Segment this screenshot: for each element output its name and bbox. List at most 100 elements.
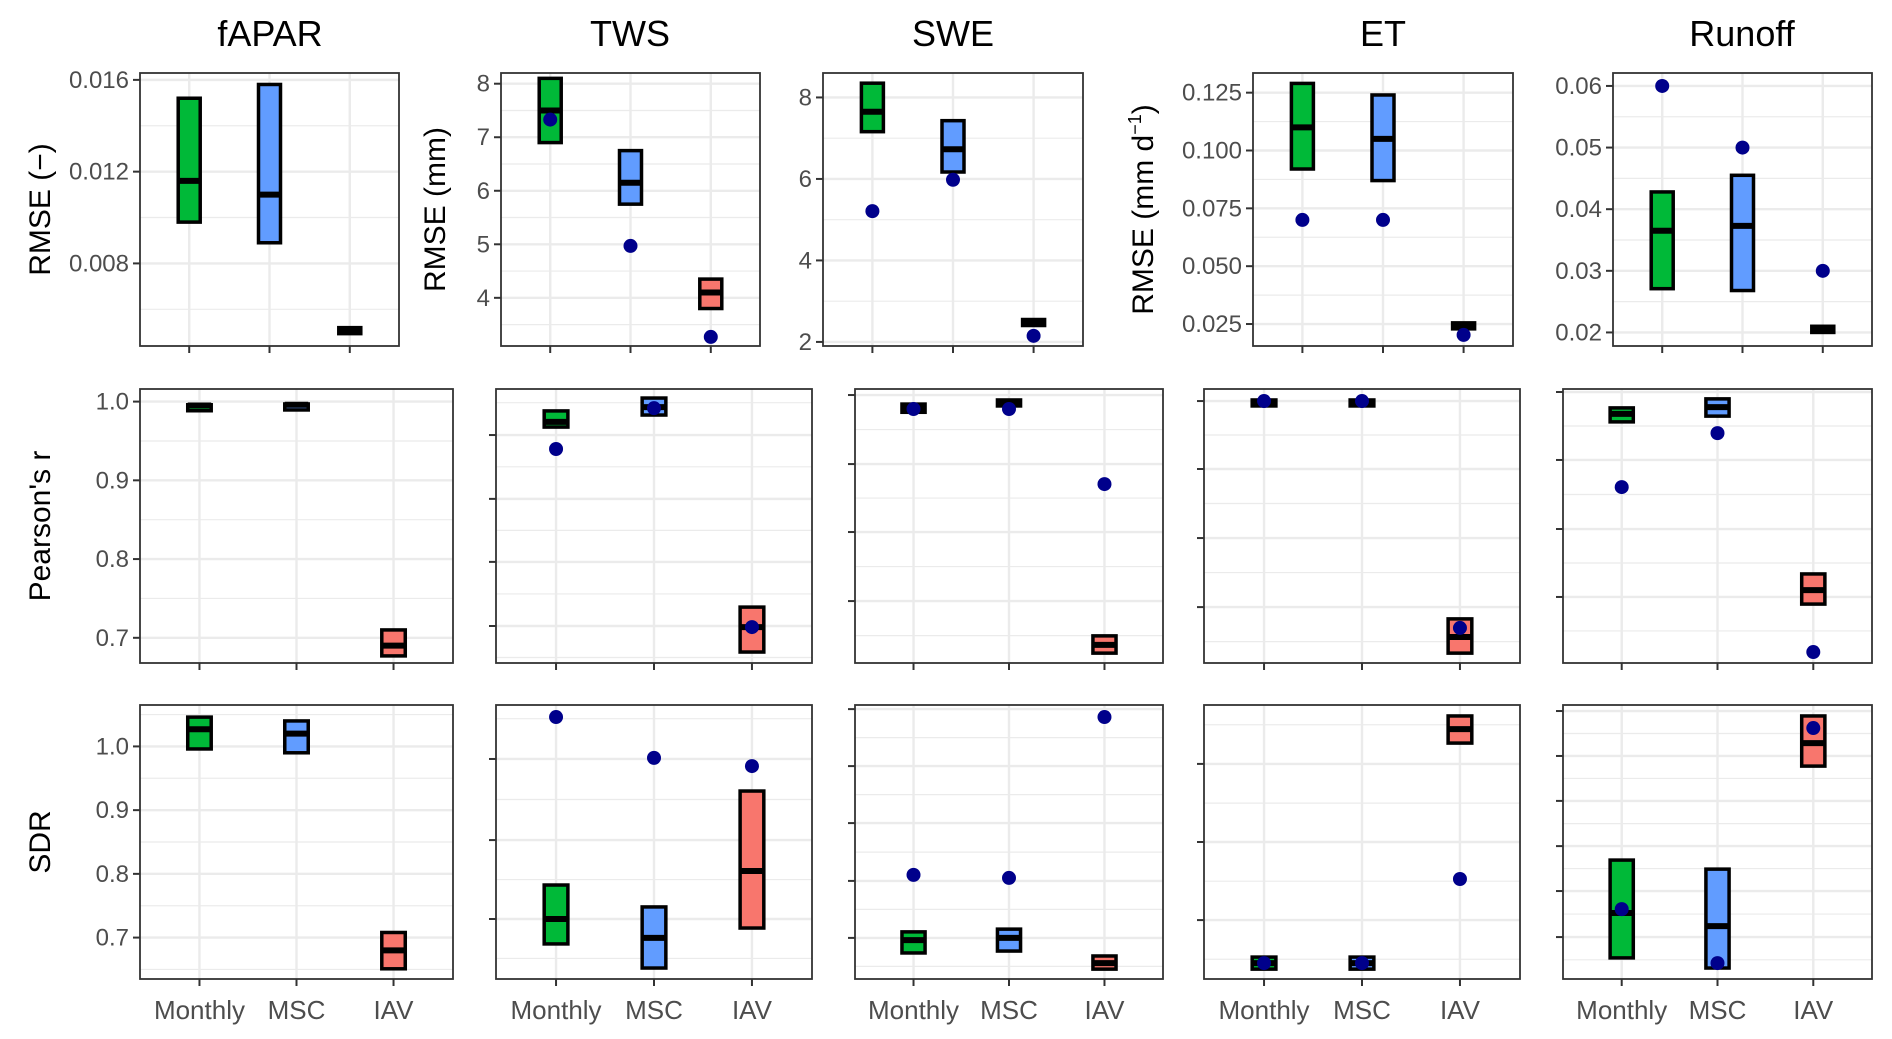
- range-box-iav: [738, 789, 766, 930]
- reference-point-iav: [1097, 710, 1112, 725]
- panel-border: [1612, 72, 1873, 347]
- range-box-monthly: [185, 715, 213, 751]
- panel-border: [139, 72, 400, 347]
- y-tick-label: 8: [799, 84, 812, 111]
- panel-border: [495, 704, 813, 980]
- range-box-monthly: [176, 96, 202, 224]
- x-tick-label-iav: IAV: [374, 995, 415, 1025]
- panel-pearson-s-r-et: [1197, 388, 1521, 670]
- reference-point-monthly: [1614, 902, 1629, 917]
- panel-pearson-s-r-runoff: [1556, 388, 1873, 670]
- reference-point-iav: [1806, 645, 1821, 660]
- range-box-monthly: [859, 81, 886, 134]
- y-tick-label: 7: [477, 124, 490, 151]
- y-axis-label: Pearson's r: [24, 451, 57, 602]
- x-tick-label-monthly: Monthly: [868, 995, 959, 1025]
- y-tick-label: 0.06: [1555, 73, 1602, 100]
- reference-point-monthly: [549, 442, 564, 457]
- y-tick-label: 4: [799, 247, 812, 274]
- range-box-msc: [617, 148, 644, 206]
- column-title-et: ET: [1360, 13, 1406, 54]
- y-tick-label: 0.008: [69, 250, 129, 277]
- panel-sdr-fapar: 0.7 0.8 0.9 1.0 Monthly MSC IAV SDR: [24, 704, 454, 1025]
- reference-point-msc: [623, 238, 638, 253]
- reference-point-monthly: [1257, 956, 1272, 971]
- reference-point-monthly: [1655, 78, 1670, 93]
- reference-point-msc: [647, 401, 661, 416]
- x-tick-label-monthly: Monthly: [154, 995, 245, 1025]
- column-title-fapar: fAPAR: [217, 13, 322, 54]
- y-tick-label: 6: [477, 178, 490, 205]
- y-axis-label: RMSE (mm d−1): [1125, 104, 1160, 315]
- y-tick-label: 0.02: [1555, 319, 1602, 346]
- range-box-msc: [256, 82, 283, 245]
- reference-point-iav: [1806, 721, 1821, 736]
- reference-point-msc: [946, 172, 960, 187]
- reference-point-monthly: [1257, 394, 1272, 409]
- panel-rmse-fapar: 0.008 0.012 0.016 RMSE (−): [24, 67, 400, 353]
- y-tick-label: 0.125: [1182, 80, 1242, 107]
- y-tick-label: 0.025: [1182, 311, 1242, 338]
- x-tick-label-monthly: Monthly: [511, 995, 602, 1025]
- y-axis-label-end: ): [1127, 104, 1160, 114]
- y-tick-label: 0.9: [96, 797, 129, 824]
- x-tick-label-iav: IAV: [1793, 995, 1834, 1025]
- y-tick-label: 0.9: [96, 467, 129, 494]
- reference-point-msc: [1002, 402, 1016, 417]
- y-tick-label: 1.0: [96, 389, 129, 416]
- panel-border: [854, 388, 1164, 664]
- reference-point-msc: [1355, 956, 1369, 971]
- y-tick-label: 1.0: [96, 733, 129, 760]
- panel-pearson-s-r-swe: [848, 388, 1164, 670]
- y-tick-label: 0.04: [1555, 196, 1602, 223]
- reference-point-monthly: [549, 710, 564, 725]
- y-tick-label: 0.012: [69, 159, 129, 186]
- range-box-monthly: [1649, 190, 1675, 291]
- panel-pearson-s-r-tws: [489, 388, 813, 670]
- panel-rmse-et: 0.025 0.050 0.075 0.100 0.125 RMSE (mm d−1): [1125, 72, 1514, 353]
- panel-border: [1203, 388, 1521, 664]
- x-tick-label-iav: IAV: [1084, 995, 1125, 1025]
- y-tick-label: 2: [799, 329, 812, 356]
- range-box-monthly: [542, 883, 570, 946]
- x-tick-label-msc: MSC: [1689, 995, 1747, 1025]
- y-tick-label: 0.8: [96, 861, 129, 888]
- y-axis-label-main: RMSE (mm d: [1127, 135, 1160, 315]
- panel-border: [854, 704, 1164, 980]
- reference-point-msc: [1376, 212, 1390, 227]
- range-box-msc: [1704, 867, 1731, 970]
- reference-point-iav: [1452, 871, 1467, 886]
- panel-border: [1562, 388, 1873, 664]
- panel-border: [1562, 704, 1873, 980]
- x-tick-label-msc: MSC: [268, 995, 326, 1025]
- x-tick-label-monthly: Monthly: [1576, 995, 1667, 1025]
- x-tick-label-monthly: Monthly: [1219, 995, 1310, 1025]
- column-title-tws: TWS: [590, 13, 670, 54]
- panel-border: [495, 388, 813, 664]
- y-tick-label: 0.03: [1555, 258, 1602, 285]
- reference-point-iav: [1026, 328, 1041, 343]
- panel-border: [1252, 72, 1514, 347]
- reference-point-monthly: [1295, 212, 1310, 227]
- reference-point-monthly: [865, 204, 880, 219]
- y-axis-label: RMSE (−): [24, 143, 57, 276]
- y-tick-label: 5: [477, 231, 490, 258]
- range-box-msc: [283, 719, 310, 755]
- y-tick-label: 0.05: [1555, 135, 1602, 162]
- panel-sdr-et: Monthly MSC IAV: [1197, 704, 1521, 1025]
- panel-sdr-swe: Monthly MSC IAV: [848, 704, 1164, 1025]
- reference-point-msc: [1710, 426, 1725, 441]
- y-tick-label: 0.7: [96, 925, 129, 952]
- reference-point-msc: [1002, 870, 1016, 885]
- reference-point-iav: [703, 329, 718, 344]
- panel-border: [822, 72, 1084, 347]
- y-tick-label: 8: [477, 71, 490, 98]
- panel-rmse-runoff: 0.02 0.03 0.04 0.05 0.06: [1555, 72, 1873, 353]
- reference-point-iav: [1456, 327, 1471, 342]
- x-tick-label-iav: IAV: [732, 995, 773, 1025]
- y-tick-label: 0.050: [1182, 253, 1242, 280]
- panel-border: [1203, 704, 1521, 980]
- reference-point-monthly: [906, 867, 921, 882]
- reference-point-iav: [1452, 620, 1467, 635]
